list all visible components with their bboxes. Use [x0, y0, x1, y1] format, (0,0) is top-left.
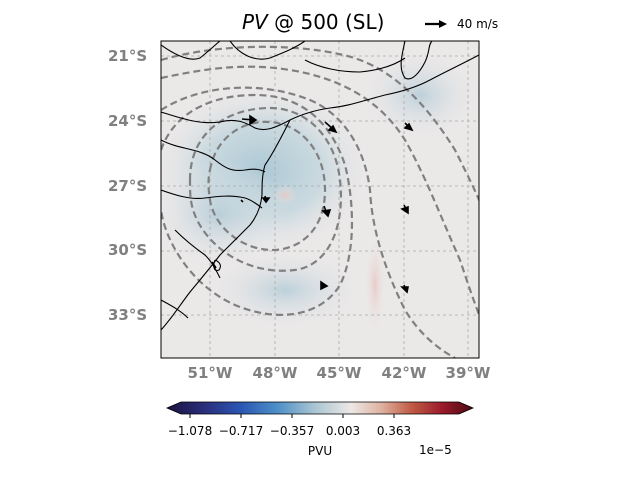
lat-label-30s: 30°S	[108, 241, 148, 259]
lon-label-51w: 51°W	[187, 364, 233, 382]
colorbar-label: PVU	[307, 444, 333, 458]
map-frame	[160, 40, 480, 359]
colorbar-tick-label: −1.078	[167, 424, 213, 438]
contour-lines	[161, 45, 479, 358]
colorbar	[165, 401, 475, 418]
colorbar-exponent: 1e−5	[419, 443, 452, 457]
lon-label-39w: 39°W	[445, 364, 491, 382]
colorbar-tick-label: 0.363	[376, 424, 412, 438]
title-rest: @ 500 (SL)	[267, 10, 385, 34]
lat-label-24s: 24°S	[108, 112, 148, 130]
lon-label-42w: 42°W	[381, 364, 427, 382]
quiver-key-arrow	[425, 20, 447, 28]
lon-label-48w: 48°W	[252, 364, 298, 382]
title-variable: PV	[242, 10, 268, 34]
colorbar-tick-label: −0.357	[269, 424, 315, 438]
coastlines	[161, 41, 479, 331]
wind-vectors	[211, 114, 414, 294]
lon-label-45w: 45°W	[316, 364, 362, 382]
colorbar-tick-label: −0.717	[218, 424, 264, 438]
lat-label-33s: 33°S	[108, 306, 148, 324]
lat-label-27s: 27°S	[108, 177, 148, 195]
lat-label-21s: 21°S	[108, 47, 148, 65]
colorbar-tick-label: 0.003	[325, 424, 361, 438]
pv-field	[161, 41, 479, 358]
quiver-key-label: 40 m/s	[457, 17, 499, 31]
